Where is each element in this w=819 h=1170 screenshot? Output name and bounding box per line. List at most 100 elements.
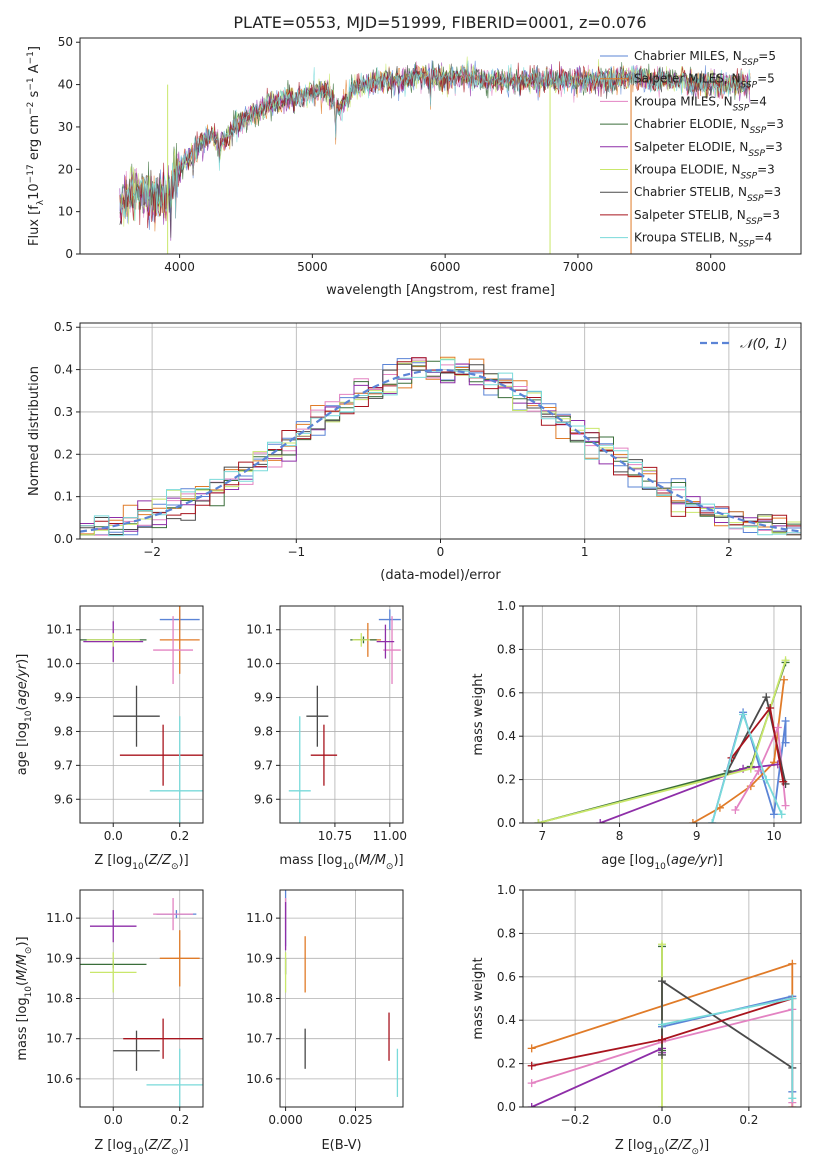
weight_vs_z-xtick-label: −0.2	[561, 1113, 590, 1127]
spectrum-xtick-label: 7000	[563, 260, 594, 274]
weight-marker	[780, 675, 789, 684]
mass_vs_z-xtick-label: 0.2	[170, 1113, 189, 1127]
weight-marker	[762, 775, 771, 784]
spectrum-ylabel: Flux [fλ10−17 erg cm−2 s−1 A−1]	[26, 46, 46, 246]
mass_vs_ebv-plot-area	[284, 890, 399, 1097]
age_vs_mass-plot-area	[288, 609, 401, 823]
age_vs_mass-ytick-label: 9.7	[254, 758, 273, 772]
weight_vs_age-axes: 7 8 9 10 0.0 0.2 0.4 0.6 0.8 1.0	[497, 599, 801, 843]
mass_vs_ebv-ytick-label: 10.7	[246, 1032, 273, 1046]
weight-marker	[754, 766, 763, 775]
weight-marker	[739, 710, 748, 719]
age_vs_mass-xtick-label: 10.75	[318, 829, 352, 843]
age-vs-z-xlabel: Z [log10(Z/Z⊙)]	[94, 853, 188, 872]
legend-label: Chabrier STELIB, NSSP=3	[634, 185, 781, 204]
legend-label: Kroupa ELODIE, NSSP=3	[634, 163, 775, 182]
weight_vs_z-ytick-label: 0.0	[497, 1100, 516, 1114]
age_vs_z-ytick-label: 9.6	[54, 792, 73, 806]
residuals-xtick-label: 1	[581, 545, 589, 559]
residuals-plot-area	[80, 356, 801, 537]
age_vs_z-ytick-label: 10.0	[46, 657, 73, 671]
weight-marker	[769, 810, 778, 819]
weight-marker	[788, 994, 797, 1003]
weight-marker	[788, 959, 797, 968]
age_vs_mass-ytick-label: 10.1	[246, 623, 273, 637]
weight-marker	[527, 1044, 536, 1053]
weight-marker	[708, 819, 717, 823]
legend-label: Chabrier ELODIE, NSSP=3	[634, 117, 784, 136]
spectrum-line	[119, 60, 751, 222]
mass_vs_z-frame	[79, 889, 204, 1108]
age_vs_z-xtick-label: 0.0	[104, 829, 123, 843]
histogram-step	[80, 359, 801, 537]
age_vs_mass-xtick-label: 11.00	[373, 829, 407, 843]
weight_vs_age-xtick-label: 7	[538, 829, 546, 843]
weight-marker	[688, 819, 697, 823]
residuals-ylabel: Normed distribution	[27, 366, 42, 496]
weight_vs_age-xtick-label: 8	[616, 829, 624, 843]
weight_vs_z-xtick-label: 0.0	[652, 1113, 671, 1127]
weight_vs_age-frame	[522, 605, 802, 824]
mass-vs-z-xlabel: Z [log10(Z/Z⊙)]	[94, 1138, 188, 1157]
weight-marker	[527, 1061, 536, 1070]
weight-marker	[658, 940, 666, 949]
legend-label: Kroupa STELIB, NSSP=4	[634, 231, 772, 250]
weight-marker	[534, 819, 543, 823]
weight_vs_z-ytick-label: 1.0	[497, 883, 516, 897]
weight-marker	[773, 723, 782, 732]
mass_vs_z-ytick-label: 10.6	[46, 1072, 73, 1086]
weight_vs_age-xtick-label: 9	[693, 829, 701, 843]
spectrum-ytick-label: 0	[65, 247, 73, 261]
normal-curve	[80, 368, 801, 533]
spectrum-xtick-label: 8000	[695, 260, 726, 274]
age_vs_z-ytick-label: 9.8	[54, 724, 73, 738]
age-vs-z-ylabel: age [log10(age/yr)]	[15, 654, 34, 776]
mass_vs_z-ytick-label: 10.7	[46, 1032, 73, 1046]
mass_vs_ebv-axes: 0.000 0.025 10.6 10.7 10.8 10.9 11.0	[246, 890, 403, 1127]
spectrum-xtick-label: 6000	[430, 260, 461, 274]
weight-marker	[746, 764, 755, 773]
spectrum-ytick-label: 50	[58, 35, 73, 49]
weight_vs_age-ytick-label: 0.0	[497, 816, 516, 830]
weight-marker	[779, 777, 788, 786]
age-vs-mass-xlabel: mass [log10(M/M⊙)]	[279, 853, 403, 872]
weight-marker	[658, 1050, 666, 1059]
spectrum-title: PLATE=0553, MJD=51999, FIBERID=0001, z=0…	[233, 13, 646, 32]
mass_vs_ebv-frame	[279, 889, 404, 1108]
age_vs_mass-ytick-label: 9.9	[254, 691, 273, 705]
mass-vs-ebv-xlabel: E(B-V)	[321, 1138, 361, 1153]
residuals-ytick-label: 0.0	[54, 532, 73, 546]
weight-marker	[781, 717, 790, 726]
weight-marker	[762, 693, 771, 702]
weight_vs_age-background	[523, 606, 801, 823]
weight-vs-age-xlabel: age [log10(age/yr)]	[601, 853, 723, 872]
age_vs_mass-ytick-label: 9.6	[254, 792, 273, 806]
residuals-ytick-label: 0.5	[54, 320, 73, 334]
weight-marker	[781, 801, 790, 810]
weight-marker	[527, 1103, 536, 1107]
mass_vs_z-axes: 0.0 0.2 10.6 10.7 10.8 10.9 11.0	[46, 890, 203, 1127]
age_vs_mass-ytick-label: 10.0	[246, 657, 273, 671]
histogram-step	[80, 357, 801, 532]
residuals-xtick-label: −2	[143, 545, 161, 559]
weight-vs-age-ylabel: mass weight	[471, 673, 486, 755]
weight_vs_age-plot-area	[534, 656, 790, 823]
legend-label: Salpeter MILES, NSSP=5	[634, 72, 775, 91]
normal-legend-label: 𝒩(0, 1)	[740, 337, 787, 352]
weight_vs_z-ytick-label: 0.2	[497, 1057, 516, 1071]
histogram-step	[80, 363, 801, 536]
age_vs_z-ytick-label: 9.9	[54, 691, 73, 705]
weight-marker	[777, 810, 786, 819]
weight_vs_z-plot-area	[527, 940, 797, 1107]
residuals-ytick-label: 0.3	[54, 405, 73, 419]
age_vs_mass-frame	[279, 605, 404, 824]
weight_vs_z-frame	[522, 889, 802, 1108]
legend-label: Salpeter STELIB, NSSP=3	[634, 208, 780, 227]
weight_vs_age-ytick-label: 0.2	[497, 773, 516, 787]
weight_vs_z-ytick-label: 0.8	[497, 926, 516, 940]
spectrum-frame	[79, 37, 802, 255]
mass_vs_ebv-xtick-label: 0.025	[338, 1113, 372, 1127]
weight-vs-z-xlabel: Z [log10(Z/Z⊙)]	[615, 1138, 709, 1157]
legend-label: Kroupa MILES, NSSP=4	[634, 94, 767, 113]
